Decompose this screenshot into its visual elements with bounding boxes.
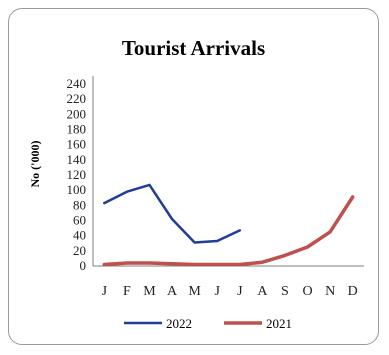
legend-label-2021: 2021: [266, 316, 292, 331]
line-chart: No ('000) 020406080100120140160180200220…: [28, 76, 364, 331]
y-tick-label: 40: [73, 228, 86, 243]
x-tick-label: A: [257, 284, 268, 299]
y-tick-label: 220: [67, 91, 87, 106]
x-tick-label: O: [302, 284, 312, 299]
x-tick-label: D: [348, 284, 358, 299]
y-tick-label: 20: [73, 243, 86, 258]
y-tick-label: 120: [67, 167, 87, 182]
y-tick-label: 80: [73, 197, 86, 212]
y-tick-label: 200: [67, 106, 87, 121]
y-tick-label: 0: [80, 258, 87, 273]
legend-label-2022: 2022: [166, 316, 192, 331]
x-tick-label: S: [281, 284, 289, 299]
x-tick-label: M: [188, 284, 201, 299]
x-tick-label: J: [214, 284, 220, 299]
series-line-2021: [102, 195, 355, 267]
x-tick-label: N: [325, 284, 335, 299]
y-tick-label: 60: [73, 213, 86, 228]
y-tick-label: 160: [67, 137, 87, 152]
x-tick-label: M: [143, 284, 156, 299]
y-axis-label: No ('000): [28, 141, 42, 188]
series-line-2022: [103, 183, 242, 244]
y-tick-label: 180: [67, 122, 87, 137]
x-tick-label: F: [123, 284, 131, 299]
y-tick-label: 140: [67, 152, 87, 167]
y-tick-label: 100: [67, 182, 87, 197]
chart-title: Tourist Arrivals: [121, 36, 266, 60]
chart-card: Tourist Arrivals No ('000) 0 20 40 60 80 100 1…: [8, 8, 379, 345]
x-tick-label: J: [102, 284, 108, 299]
y-tick-label: 240: [67, 76, 87, 91]
x-tick-label: J: [237, 284, 243, 299]
x-tick-label: A: [167, 284, 178, 299]
